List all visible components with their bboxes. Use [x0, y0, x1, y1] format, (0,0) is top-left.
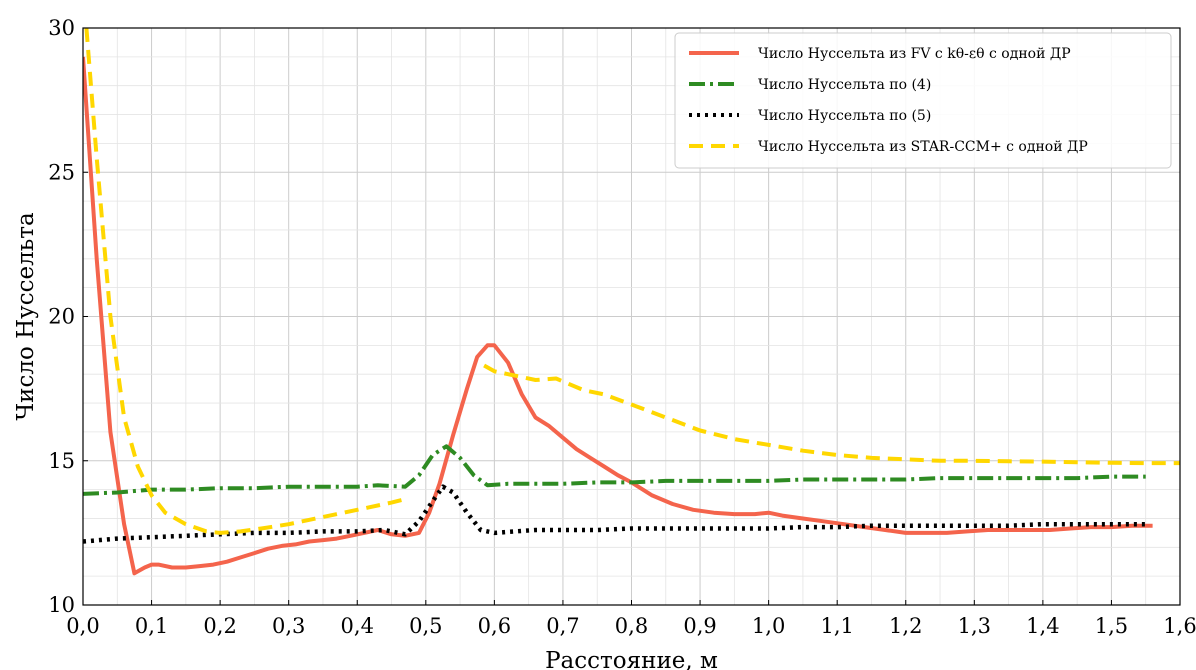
x-tick-label: 0,5: [409, 614, 442, 638]
x-tick-label: 1,4: [1026, 614, 1059, 638]
x-tick-label: 0,9: [683, 614, 716, 638]
y-tick-label: 30: [48, 16, 75, 40]
series-lines: [83, 28, 1180, 576]
x-tick-label: 0,0: [66, 614, 99, 638]
x-tick-label: 0,4: [341, 614, 374, 638]
series-line-3: [83, 484, 1146, 544]
y-tick-label: 25: [48, 160, 75, 184]
x-tick-label: 1,6: [1163, 614, 1196, 638]
x-tick-label: 0,2: [203, 614, 236, 638]
y-tick-label: 20: [48, 305, 75, 329]
x-tick-label: 0,7: [546, 614, 579, 638]
x-tick-label: 1,3: [958, 614, 991, 638]
grid: [82, 27, 1181, 606]
ticks: 0,0 0,1 0,2 0,3 0,4 0,5 0,6 0,7 0,8 0,9 1,0 1,1 1,2 1…: [48, 16, 1196, 638]
series-line-1: [83, 56, 1153, 576]
x-tick-label: 0,6: [478, 614, 511, 638]
x-tick-label: 1,5: [1095, 614, 1128, 638]
series-line-4: [84, 28, 1180, 535]
legend-entry-4: Число Нуссельта из STAR-CCM+ с одной ДР: [758, 139, 1088, 155]
x-tick-label: 1,2: [889, 614, 922, 638]
series-line-2: [83, 444, 1146, 496]
legend-entry-2: Число Нуссельта по (4): [758, 77, 931, 93]
x-tick-label: 1,0: [752, 614, 785, 638]
x-tick-label: 0,8: [615, 614, 648, 638]
x-axis-label: Расстояние, м: [545, 648, 718, 670]
x-tick-label: 0,3: [272, 614, 305, 638]
legend-box: [674, 32, 1172, 169]
y-tick-label: 10: [48, 593, 75, 617]
y-tick-label: 15: [48, 449, 75, 473]
x-tick-label: 1,1: [820, 614, 853, 638]
legend-entry-3: Число Нуссельта по (5): [758, 108, 931, 124]
x-tick-label: 0,1: [135, 614, 168, 638]
y-axis-label: Число Нуссельта: [13, 212, 39, 421]
legend-entry-1: Число Нуссельта из FV с kθ-εθ с одной ДР: [758, 46, 1071, 62]
legend: Число Нуссельта из FV с kθ-εθ с одной ДР…: [674, 32, 1172, 169]
